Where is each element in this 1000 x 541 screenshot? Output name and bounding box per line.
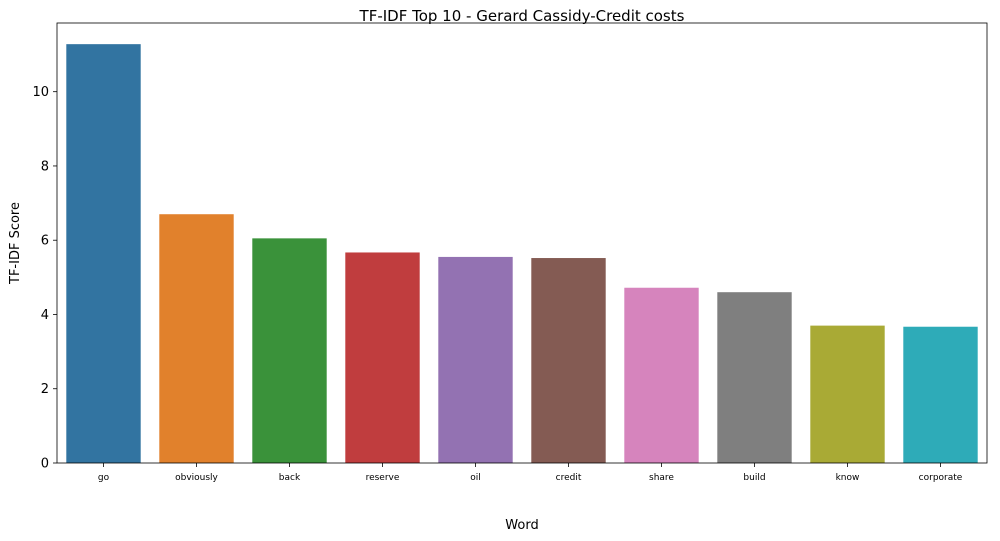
y-tick-label: 4 bbox=[41, 308, 49, 323]
bar-credit bbox=[531, 258, 606, 463]
bar-know bbox=[810, 325, 885, 463]
y-axis-ticks: 0 2 4 6 8 10 bbox=[32, 85, 57, 472]
x-tick-label: go bbox=[98, 473, 110, 483]
x-axis-label: Word bbox=[505, 518, 538, 533]
x-tick-label: obviously bbox=[175, 473, 218, 483]
x-tick-label: know bbox=[836, 473, 860, 483]
y-tick-label: 0 bbox=[41, 457, 49, 472]
bar-oil bbox=[438, 256, 513, 463]
chart-title: TF-IDF Top 10 - Gerard Cassidy-Credit co… bbox=[359, 7, 685, 25]
y-tick-label: 6 bbox=[41, 234, 49, 249]
bar-build bbox=[717, 292, 792, 463]
y-axis-label: TF-IDF Score bbox=[8, 202, 23, 285]
bar-go bbox=[66, 44, 141, 463]
y-tick-label: 2 bbox=[41, 382, 49, 397]
bars-layer bbox=[66, 44, 978, 463]
bar-corporate bbox=[903, 326, 978, 463]
bar-share bbox=[624, 287, 699, 463]
y-tick-label: 8 bbox=[41, 159, 49, 174]
x-tick-label: corporate bbox=[919, 473, 963, 483]
bar-reserve bbox=[345, 252, 420, 463]
y-tick-label: 10 bbox=[32, 85, 49, 100]
x-tick-label: credit bbox=[556, 473, 582, 483]
bar-obviously bbox=[159, 214, 234, 463]
x-axis-ticks: go obviously back reserve oil credit share buil… bbox=[98, 463, 963, 483]
bar-back bbox=[252, 238, 327, 463]
plot-frame bbox=[56, 22, 988, 464]
x-tick-label: oil bbox=[470, 473, 481, 483]
x-tick-label: reserve bbox=[366, 473, 400, 483]
x-tick-label: share bbox=[649, 473, 674, 483]
x-tick-label: build bbox=[743, 473, 765, 483]
x-tick-label: back bbox=[279, 473, 301, 483]
